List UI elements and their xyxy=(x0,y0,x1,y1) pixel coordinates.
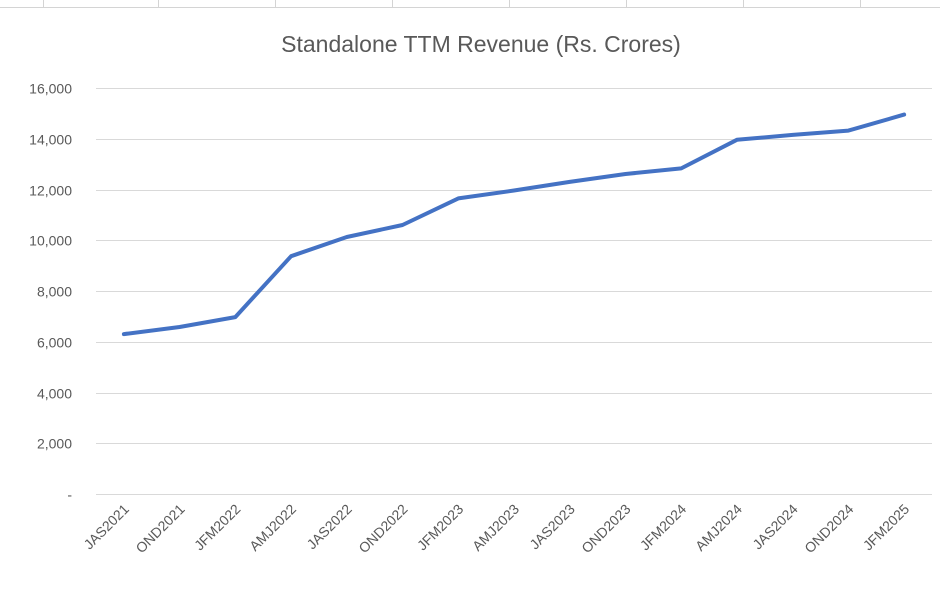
x-tick-label: OND2023 xyxy=(578,501,633,556)
x-tick-label: JAS2024 xyxy=(749,501,801,553)
x-tick-label: JFM2022 xyxy=(191,501,244,554)
y-tick-label: - xyxy=(67,487,72,503)
gridlines xyxy=(96,89,932,495)
x-tick-label: JAS2023 xyxy=(526,501,578,553)
y-tick-label: 12,000 xyxy=(29,183,72,199)
y-tick-label: 10,000 xyxy=(29,233,72,249)
y-tick-label: 14,000 xyxy=(29,132,72,148)
x-tick-label: OND2021 xyxy=(132,501,187,556)
sheet-gridlines xyxy=(0,0,940,8)
x-tick-label: OND2022 xyxy=(355,501,410,556)
y-tick-label: 16,000 xyxy=(29,81,72,97)
x-tick-label: JAS2022 xyxy=(303,501,355,553)
y-tick-label: 6,000 xyxy=(37,335,72,351)
series-line xyxy=(124,115,904,335)
x-tick-label: AMJ2022 xyxy=(246,501,299,554)
chart-title: Standalone TTM Revenue (Rs. Crores) xyxy=(281,31,681,57)
x-tick-label: JFM2024 xyxy=(637,501,690,554)
y-tick-label: 8,000 xyxy=(37,284,72,300)
x-tick-label: OND2024 xyxy=(801,501,856,556)
y-axis-ticks: - 2,000 4,000 6,000 8,000 10,000 12,000 14,000 1… xyxy=(29,81,72,503)
x-tick-label: AMJ2024 xyxy=(692,501,745,554)
series-layer xyxy=(124,115,904,335)
y-tick-label: 2,000 xyxy=(37,436,72,452)
x-tick-label: JAS2021 xyxy=(80,501,132,553)
x-tick-label: JFM2023 xyxy=(414,501,467,554)
y-tick-label: 4,000 xyxy=(37,386,72,402)
x-tick-label: JFM2025 xyxy=(860,501,913,554)
x-tick-label: AMJ2023 xyxy=(469,501,522,554)
